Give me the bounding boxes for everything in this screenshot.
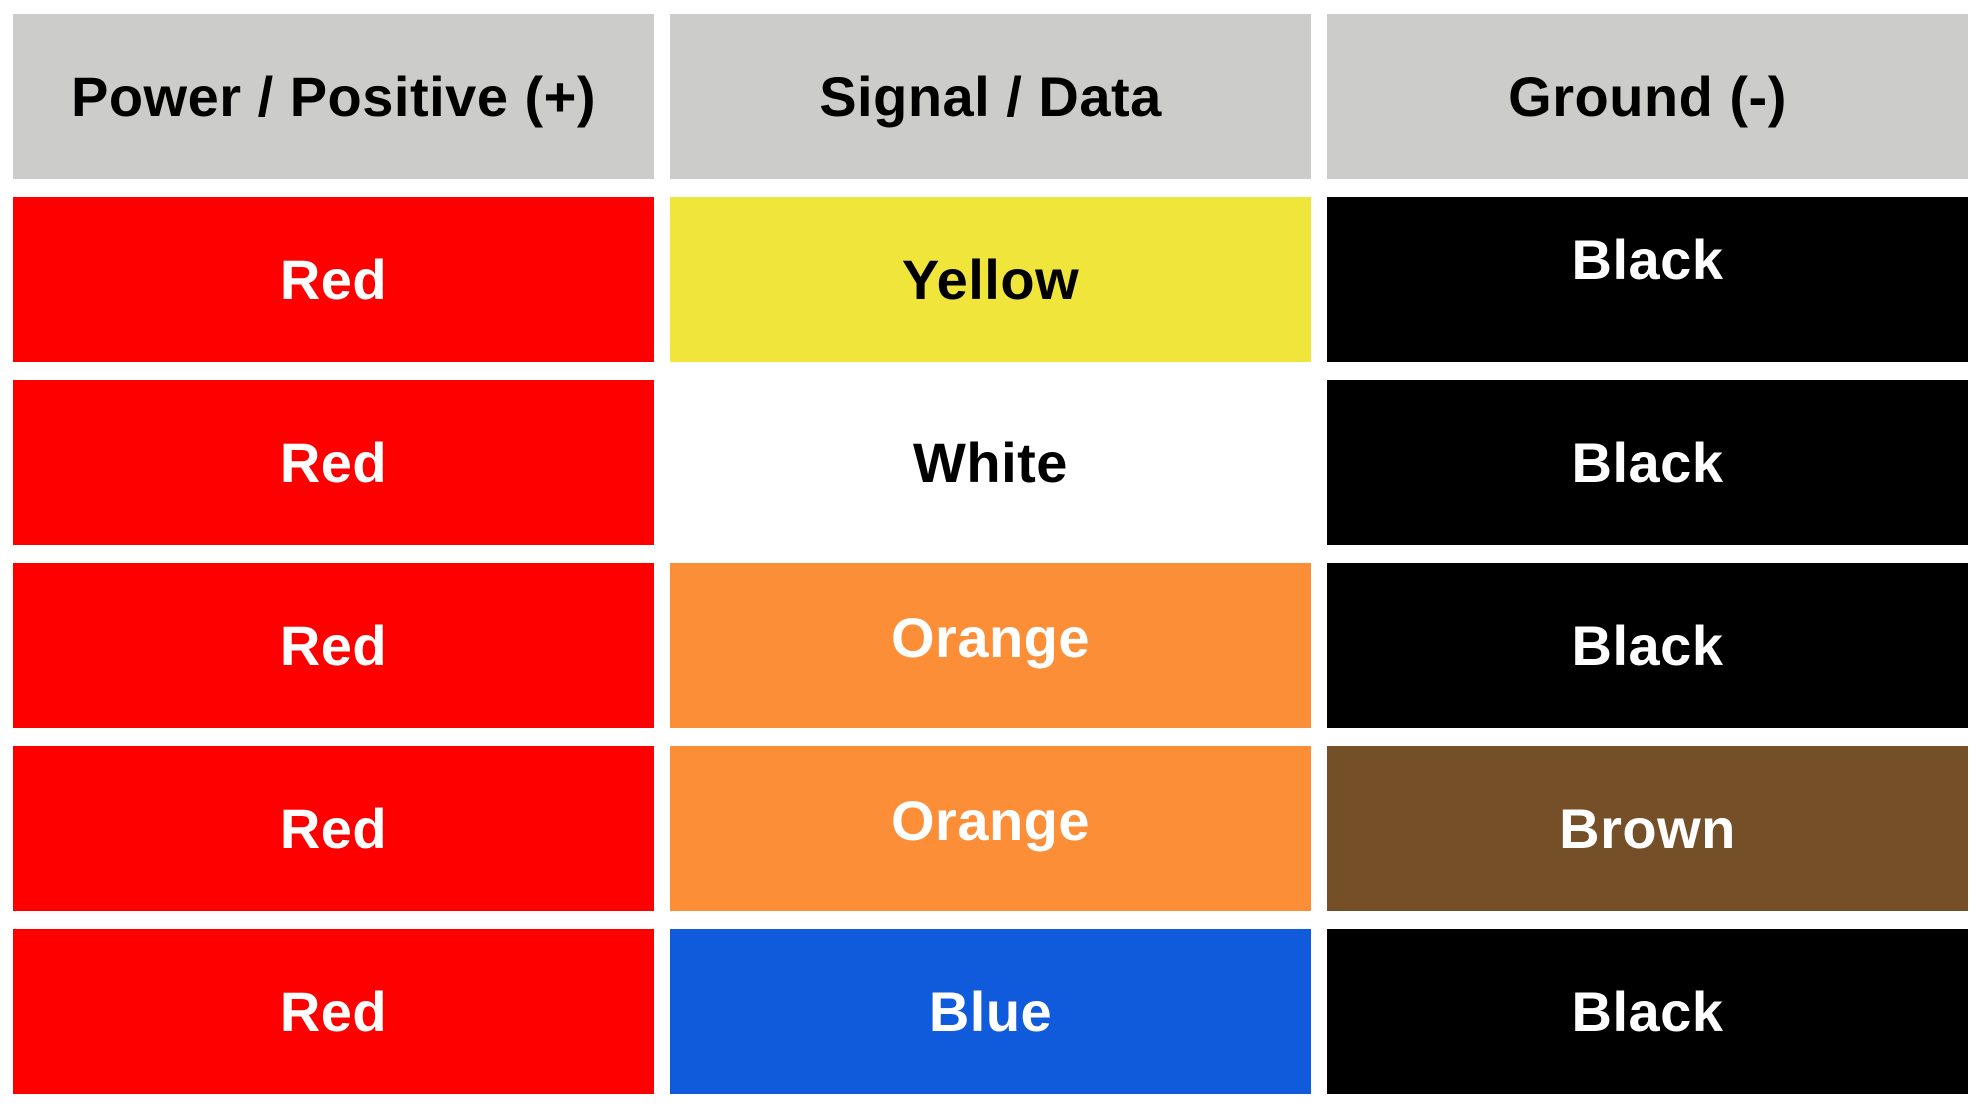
power-cell: Red: [13, 929, 654, 1094]
ground-cell: Brown: [1327, 746, 1968, 911]
power-cell: Red: [13, 380, 654, 545]
ground-cell: Black: [1327, 380, 1968, 545]
signal-cell: Blue: [670, 929, 1311, 1094]
power-cell: Red: [13, 563, 654, 728]
signal-cell: Yellow: [670, 197, 1311, 362]
header-signal-data: Signal / Data: [670, 14, 1311, 179]
power-cell: Red: [13, 746, 654, 911]
power-cell: Red: [13, 197, 654, 362]
signal-cell: Orange: [670, 746, 1311, 911]
wire-color-table: Power / Positive (+) Signal / Data Groun…: [13, 14, 1968, 1094]
ground-cell: Black: [1327, 929, 1968, 1094]
header-power-positive: Power / Positive (+): [13, 14, 654, 179]
signal-cell: Orange: [670, 563, 1311, 728]
header-ground: Ground (-): [1327, 14, 1968, 179]
ground-cell: Black: [1327, 197, 1968, 362]
ground-cell: Black: [1327, 563, 1968, 728]
signal-cell: White: [670, 380, 1311, 545]
